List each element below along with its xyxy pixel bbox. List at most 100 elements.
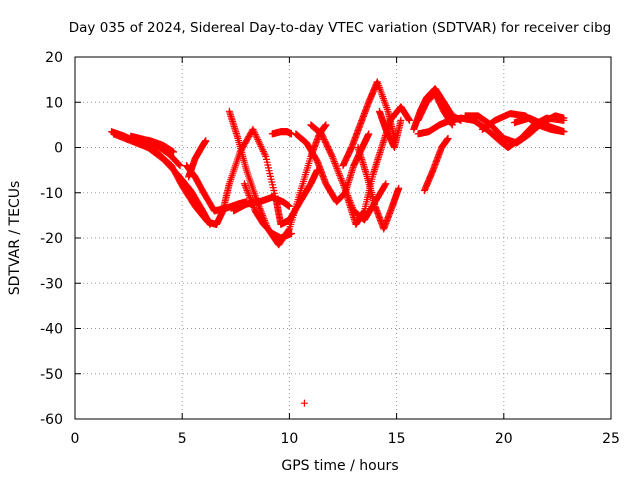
data-point <box>332 163 340 171</box>
series-track-6 <box>185 137 210 181</box>
data-point <box>560 114 568 122</box>
y-tick-label: -10 <box>40 186 63 202</box>
y-tick-labels: 20 10 0 -10 -20 -30 -40 -50 -60 <box>40 50 63 428</box>
data-point <box>322 121 330 129</box>
data-point <box>335 170 343 178</box>
y-tick-label: -50 <box>40 367 63 383</box>
data-point <box>333 164 341 172</box>
data-point <box>248 200 256 208</box>
series-track-9 <box>230 193 293 215</box>
data-point <box>243 186 251 194</box>
y-axis-label: SDTVAR / TECUs <box>7 181 23 296</box>
data-point <box>176 162 184 170</box>
data-point <box>261 151 269 159</box>
y-tick-label: 10 <box>45 95 63 111</box>
data-point <box>342 188 350 196</box>
data-point <box>329 154 337 162</box>
data-point <box>245 192 253 200</box>
data-point <box>382 180 390 188</box>
data-point <box>260 149 268 157</box>
data-point <box>251 130 259 138</box>
data-point <box>259 147 267 155</box>
data-point <box>253 134 261 142</box>
data-point <box>341 185 349 193</box>
data-point <box>255 137 263 145</box>
data-point <box>241 181 249 189</box>
data-point <box>244 188 252 196</box>
data-point <box>246 193 254 201</box>
data-point <box>256 141 264 149</box>
grid-lines <box>75 57 611 419</box>
x-tick-label: 0 <box>71 431 80 447</box>
data-point <box>175 160 183 168</box>
data-point <box>331 159 339 167</box>
data-point <box>330 156 338 164</box>
series-track-11 <box>268 128 296 138</box>
data-point <box>170 148 178 156</box>
series-track-18 <box>300 399 308 407</box>
data-point <box>202 137 210 145</box>
data-point <box>257 142 265 150</box>
data-points <box>107 78 568 407</box>
data-point <box>288 229 296 237</box>
data-point <box>560 128 568 136</box>
axis-ticks <box>74 56 612 420</box>
data-point <box>249 202 257 210</box>
data-point <box>242 185 250 193</box>
data-point <box>285 202 293 210</box>
data-point <box>247 197 255 205</box>
data-point <box>251 129 259 137</box>
data-point <box>252 132 260 140</box>
data-point <box>338 178 346 186</box>
series-track-22 <box>414 114 568 151</box>
x-tick-label: 10 <box>280 431 298 447</box>
data-point <box>340 183 348 191</box>
data-point <box>444 134 452 142</box>
data-point <box>337 175 345 183</box>
data-point <box>250 127 258 135</box>
y-tick-label: -40 <box>40 322 63 338</box>
series-track-16 <box>354 144 403 233</box>
series-track-2 <box>110 130 214 228</box>
data-point <box>240 180 248 188</box>
data-point <box>328 153 336 161</box>
y-tick-label: -30 <box>40 276 63 292</box>
data-point <box>336 173 344 181</box>
data-point <box>336 171 344 179</box>
data-point <box>334 166 342 174</box>
data-point <box>365 130 373 138</box>
data-point <box>381 181 389 189</box>
data-point <box>339 180 347 188</box>
data-point <box>242 183 250 191</box>
data-point <box>259 146 267 154</box>
x-axis-label: GPS time / hours <box>281 458 398 474</box>
y-tick-label: 20 <box>45 50 63 66</box>
series-track-14 <box>339 78 398 170</box>
series-track-25 <box>511 114 568 136</box>
data-point <box>258 144 266 152</box>
chart-title: Day 035 of 2024, Sidereal Day-to-day VTE… <box>69 20 612 36</box>
data-point <box>300 399 308 407</box>
x-tick-label: 5 <box>178 431 187 447</box>
series-track-10 <box>240 180 296 242</box>
data-point <box>248 198 256 206</box>
series-track-17 <box>375 107 405 151</box>
x-tick-label: 20 <box>495 431 513 447</box>
data-point <box>405 116 413 124</box>
data-point <box>340 181 348 189</box>
data-point <box>328 151 336 159</box>
data-point <box>338 176 346 184</box>
data-point <box>334 168 342 176</box>
series-track-20 <box>414 89 456 129</box>
data-point <box>175 161 183 169</box>
data-point <box>395 184 403 192</box>
y-tick-label: 0 <box>54 141 63 157</box>
data-point <box>255 139 263 147</box>
y-tick-label: -60 <box>40 412 63 428</box>
series-track-4 <box>133 134 178 156</box>
data-point <box>246 195 254 203</box>
data-point <box>342 186 350 194</box>
data-point <box>332 161 340 169</box>
data-point <box>244 190 252 198</box>
